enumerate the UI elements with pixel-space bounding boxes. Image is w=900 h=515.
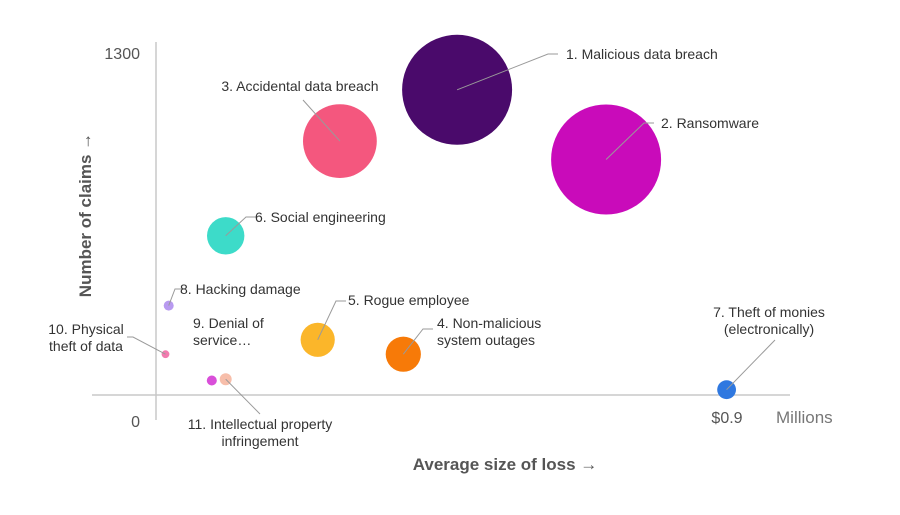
bubble-label-line: (electronically) xyxy=(724,321,814,337)
leader-line-4 xyxy=(402,328,433,355)
y-tick-label: 0 xyxy=(131,414,140,431)
bubble-label-line: 1. Malicious data breach xyxy=(566,46,718,62)
bubble-label-11: 11. Intellectual property infringement xyxy=(188,416,333,449)
leader-line-8 xyxy=(168,288,185,306)
bubble-label-line: service… xyxy=(193,332,251,348)
leader-lines-layer xyxy=(127,53,776,415)
leader-line-6 xyxy=(225,216,256,237)
bubble-label-line: 5. Rogue employee xyxy=(348,292,470,308)
bubble-label-2: 2. Ransomware xyxy=(661,115,759,131)
leader-line-2 xyxy=(605,122,654,160)
bubble-label-line: 6. Social engineering xyxy=(255,209,386,225)
leader-line-1 xyxy=(456,53,558,91)
leader-line-11 xyxy=(225,378,261,415)
bubble-1 xyxy=(402,34,513,145)
bubble-label-line: 2. Ransomware xyxy=(661,115,759,131)
bubble-label-line: 10. Physical xyxy=(48,321,123,337)
bubble-label-line: 4. Non-malicious xyxy=(437,315,541,331)
x-axis-title: Average size of loss → xyxy=(413,455,598,474)
bubble-label-line: 8. Hacking damage xyxy=(180,281,301,297)
bubble-label-9: 9. Denial of service… xyxy=(193,315,264,348)
bubble-label-line: 7. Theft of monies xyxy=(713,304,825,320)
bubble-labels-layer: 1. Malicious data breach 2. Ransomware 3. … xyxy=(48,46,825,449)
bubble-label-7: 7. Theft of monies (electronically) xyxy=(713,304,825,337)
y-tick-label: 1300 xyxy=(104,46,140,63)
bubble-label-4: 4. Non-malicious system outages xyxy=(437,315,541,348)
bubble-label-line: 3. Accidental data breach xyxy=(221,78,378,94)
bubble-label-1: 1. Malicious data breach xyxy=(566,46,718,62)
leader-line-3 xyxy=(302,99,341,142)
y-axis-title: Number of claims → xyxy=(76,133,95,297)
bubble-9 xyxy=(206,375,217,386)
bubble-label-line: infringement xyxy=(221,433,298,449)
axes xyxy=(92,42,790,420)
bubble-label-3: 3. Accidental data breach xyxy=(221,78,378,94)
leader-line-7 xyxy=(726,339,776,391)
bubble-label-8: 8. Hacking damage xyxy=(180,281,301,297)
x-axis-unit-label: Millions xyxy=(776,408,833,427)
bubble-label-line: 11. Intellectual property xyxy=(188,416,333,432)
leader-line-10 xyxy=(127,336,166,355)
x-tick-label: $0.9 xyxy=(711,410,742,427)
bubble-label-6: 6. Social engineering xyxy=(255,209,386,225)
bubble-label-line: system outages xyxy=(437,332,535,348)
bubble-label-5: 5. Rogue employee xyxy=(348,292,470,308)
bubble-label-10: 10. Physical theft of data xyxy=(48,321,123,354)
leader-line-5 xyxy=(317,300,346,341)
bubble-label-line: theft of data xyxy=(49,338,123,354)
bubble-label-line: 9. Denial of xyxy=(193,315,264,331)
